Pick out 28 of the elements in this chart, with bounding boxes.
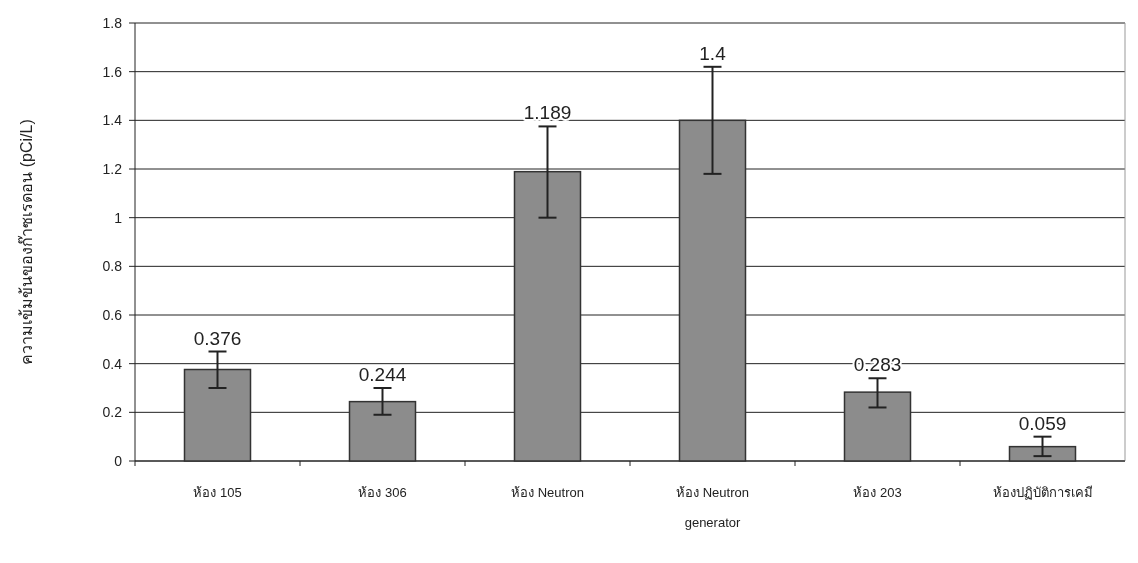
y-tick-label: 1.2 [102,160,123,177]
y-tick-label: 1.8 [102,14,123,31]
y-tick-label: 1.6 [102,63,123,80]
y-tick-label: 0.6 [102,306,123,323]
bar [678,119,747,462]
y-tick-label: 0 [114,452,123,469]
data-label: 1.4 [699,42,727,64]
y-axis-title: ความเข้มข้นของก๊าซเรดอน (pCi/L) [17,119,35,365]
x-tick-label: ห้องปฏิบัติการเคมี [992,485,1093,500]
data-label: 0.059 [1018,412,1067,434]
x-tick-label: ห้อง Neutron generator [676,485,749,530]
data-label: 0.244 [358,364,407,385]
y-tick-label: 0.4 [102,355,123,372]
data-label: 0.376 [193,327,242,349]
bar [843,391,912,462]
data-label: 1.189 [523,102,572,124]
bar [183,368,252,462]
x-tick-label: ห้อง 105 [193,485,242,500]
y-tick-label: 1.4 [102,112,123,129]
bar [1008,445,1077,462]
y-tick-label: 0.2 [102,404,123,421]
x-tick-label: ห้อง 203 [853,485,902,500]
bar [348,400,417,462]
bar [513,170,582,462]
x-tick-label: ห้อง 306 [358,485,407,500]
y-tick-label: 0.8 [102,258,123,275]
y-tick-label: 1 [114,209,123,226]
x-tick-label: ห้อง Neutron [511,485,584,500]
